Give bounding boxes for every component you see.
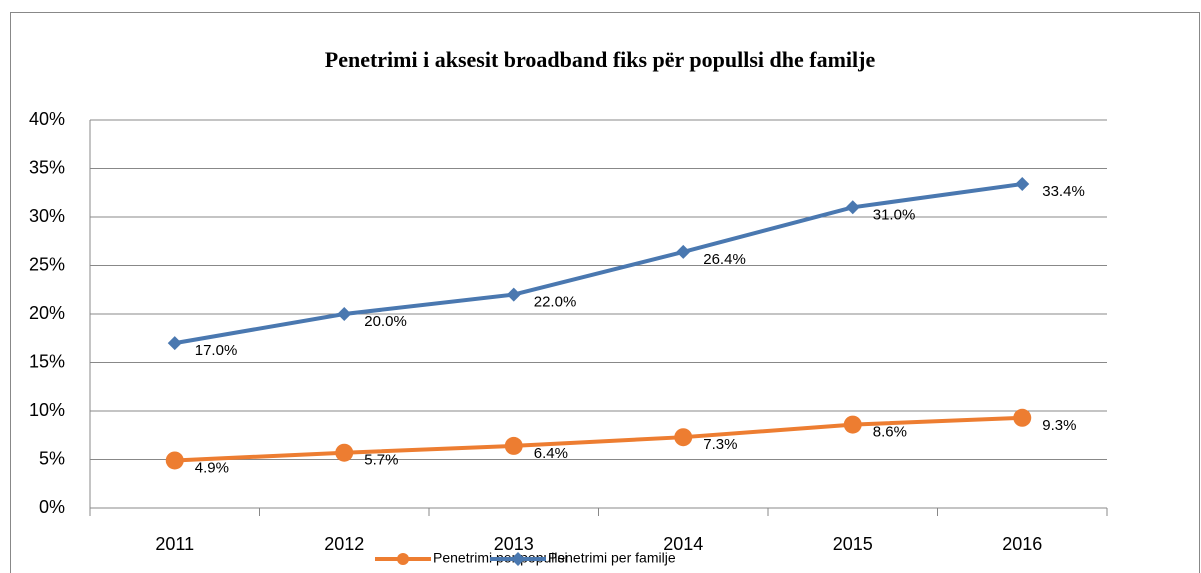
data-label: 33.4% [1042, 183, 1085, 200]
y-tick-label: 25% [29, 254, 65, 274]
data-point [504, 436, 523, 455]
data-label: 5.7% [364, 452, 398, 469]
series-line [174, 182, 1023, 346]
x-tick-label: 2014 [663, 534, 703, 554]
legend-marker [397, 553, 409, 565]
data-label: 8.6% [873, 424, 907, 441]
data-label: 4.9% [195, 459, 229, 476]
y-tick-label: 20% [29, 303, 65, 323]
data-label: 9.3% [1042, 417, 1076, 434]
chart-border [10, 12, 1200, 573]
data-point [843, 415, 862, 434]
y-tick-label: 40% [29, 109, 65, 129]
data-label: 17.0% [195, 342, 238, 359]
data-label: 20.0% [364, 313, 407, 330]
x-tick-label: 2011 [155, 534, 194, 554]
x-tick-label: 2012 [324, 534, 364, 554]
data-point [165, 451, 184, 470]
y-tick-label: 30% [29, 206, 65, 226]
series-line [174, 415, 1023, 463]
data-point [335, 443, 354, 462]
x-tick-label: 2016 [1002, 534, 1042, 554]
legend-label: Penetrimi per familje [548, 550, 676, 566]
data-point [337, 307, 352, 321]
data-label: 26.4% [703, 251, 746, 268]
chart-title: Penetrimi i aksesit broadband fiks për p… [325, 47, 876, 72]
data-point [506, 287, 521, 302]
y-tick-label: 10% [29, 400, 65, 420]
data-label: 7.3% [703, 436, 737, 453]
y-tick-label: 5% [39, 448, 65, 468]
legend-marker [511, 552, 525, 566]
y-tick-label: 15% [29, 351, 65, 371]
data-label: 6.4% [534, 445, 568, 462]
data-point [845, 200, 860, 215]
data-point [674, 428, 693, 447]
data-label: 22.0% [534, 294, 577, 311]
y-tick-label: 0% [39, 497, 65, 517]
data-point [676, 244, 691, 259]
data-label: 31.0% [873, 206, 916, 223]
data-point [1015, 177, 1030, 192]
x-tick-label: 2015 [833, 534, 873, 554]
x-tick-label: 2013 [494, 534, 534, 554]
y-tick-label: 35% [29, 157, 65, 177]
data-point [167, 336, 182, 351]
data-point [1013, 408, 1032, 427]
